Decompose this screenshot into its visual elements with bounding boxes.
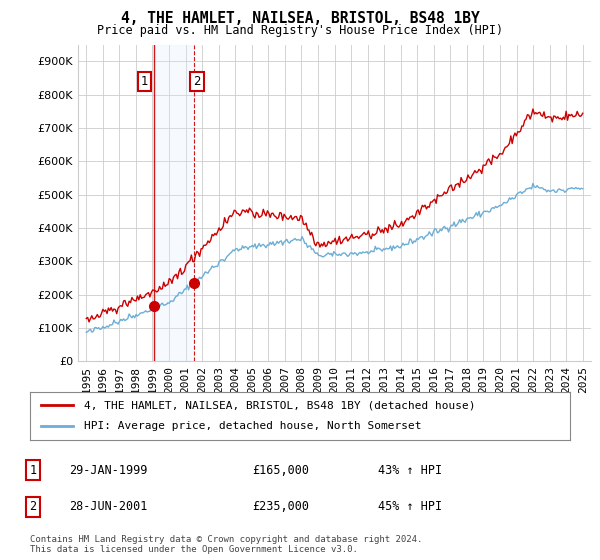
Text: 28-JUN-2001: 28-JUN-2001 (69, 500, 148, 514)
Text: Price paid vs. HM Land Registry's House Price Index (HPI): Price paid vs. HM Land Registry's House … (97, 24, 503, 36)
Text: £165,000: £165,000 (252, 464, 309, 477)
Text: 2: 2 (29, 500, 37, 514)
Text: 1: 1 (29, 464, 37, 477)
Text: 2: 2 (193, 75, 201, 88)
Text: HPI: Average price, detached house, North Somerset: HPI: Average price, detached house, Nort… (84, 421, 421, 431)
Bar (154, 45, 194, 361)
Text: 43% ↑ HPI: 43% ↑ HPI (378, 464, 442, 477)
Text: £235,000: £235,000 (252, 500, 309, 514)
Text: Contains HM Land Registry data © Crown copyright and database right 2024.
This d: Contains HM Land Registry data © Crown c… (30, 535, 422, 554)
Text: 45% ↑ HPI: 45% ↑ HPI (378, 500, 442, 514)
Text: 4, THE HAMLET, NAILSEA, BRISTOL, BS48 1BY (detached house): 4, THE HAMLET, NAILSEA, BRISTOL, BS48 1B… (84, 400, 476, 410)
Text: 29-JAN-1999: 29-JAN-1999 (69, 464, 148, 477)
Text: 1: 1 (141, 75, 148, 88)
Text: 4, THE HAMLET, NAILSEA, BRISTOL, BS48 1BY: 4, THE HAMLET, NAILSEA, BRISTOL, BS48 1B… (121, 11, 479, 26)
